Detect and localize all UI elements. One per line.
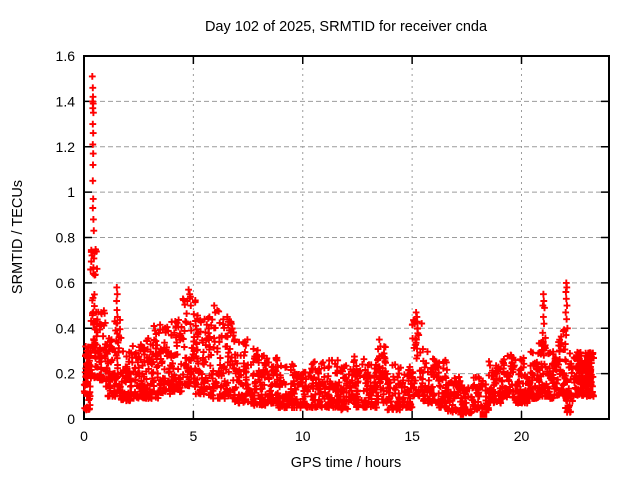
y-tick-label: 0.6 [56, 275, 76, 291]
y-tick-label: 0.2 [56, 366, 76, 382]
x-axis-label: GPS time / hours [291, 455, 401, 471]
y-tick-label: 0 [67, 411, 75, 427]
plot-border-and-ticks [83, 55, 610, 420]
x-tick-label: 0 [80, 428, 88, 444]
y-axis-label: SRMTID / TECUs [10, 180, 26, 294]
y-tick-label: 1 [67, 184, 75, 200]
y-tick-label: 1.2 [56, 139, 76, 155]
chart-title: Day 102 of 2025, SRMTID for receiver cnd… [205, 19, 488, 35]
x-tick-label: 10 [295, 428, 311, 444]
x-tick-label: 15 [404, 428, 420, 444]
gridlines-layer [84, 56, 609, 419]
x-tick-label: 5 [189, 428, 197, 444]
y-tick-label: 1.6 [56, 48, 76, 64]
scatter-points-layer [80, 73, 597, 418]
dense-cluster-square [479, 411, 488, 418]
y-tick-label: 0.8 [56, 230, 76, 246]
tick-labels-layer: 0 5 10 15 20 0 0.2 0.4 0.6 0.8 1 1.2 1.4 1.6 [56, 48, 530, 444]
y-tick-label: 1.4 [56, 93, 76, 109]
scatter-plus-markers [80, 73, 597, 418]
x-tick-label: 20 [514, 428, 530, 444]
y-tick-label: 0.4 [56, 320, 76, 336]
